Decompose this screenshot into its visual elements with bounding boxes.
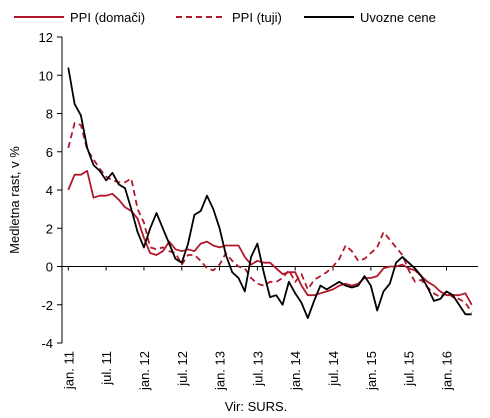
y-tick-label: -4 — [41, 336, 53, 351]
series-line-ppi-tuji — [67, 122, 473, 313]
y-tick-label: -2 — [41, 298, 53, 313]
x-tick-label: jan. 11 — [61, 351, 76, 390]
x-tick-label: jul. 14 — [326, 351, 341, 387]
series-line-ppi-doma-i — [67, 169, 473, 306]
legend-label-uvozne-cene: Uvozne cene — [360, 10, 436, 25]
y-tick-label: 8 — [46, 107, 53, 122]
y-tick-label: 12 — [39, 30, 53, 45]
y-tick-label: 4 — [46, 183, 53, 198]
x-tick-label: jan. 12 — [137, 351, 152, 391]
y-tick-label: 0 — [46, 260, 53, 275]
y-axis-title: Medletna rast, v % — [7, 146, 22, 254]
y-tick-label: 10 — [39, 68, 53, 83]
source-note: Vir: SURS. — [225, 399, 288, 414]
x-tick-label: jul. 15 — [402, 351, 417, 387]
series-lines — [67, 67, 473, 320]
x-tick-label: jul. 11 — [99, 351, 114, 386]
x-tick-label: jul. 13 — [250, 351, 265, 387]
x-tick-label: jan. 13 — [213, 351, 228, 391]
axes: -4 -2 0 2 4 6 8 10 12 jan. 11 jul. 11 jan. 12 jul. 1… — [39, 30, 478, 391]
x-tick-label: jan. 14 — [288, 351, 303, 391]
legend-label-ppi-tuji: PPI (tuji) — [232, 10, 282, 25]
y-tick-label: 6 — [46, 145, 53, 160]
legend: PPI (domači) PPI (tuji) Uvozne cene — [14, 10, 436, 25]
x-tick-label: jul. 12 — [175, 351, 190, 387]
x-tick-label: jan. 15 — [364, 351, 379, 391]
x-tick-label: jan. 16 — [439, 351, 454, 391]
y-tick-label: 2 — [46, 221, 53, 236]
legend-label-ppi-domaci: PPI (domači) — [70, 10, 145, 25]
series-line-uvozne-cene — [67, 67, 472, 320]
